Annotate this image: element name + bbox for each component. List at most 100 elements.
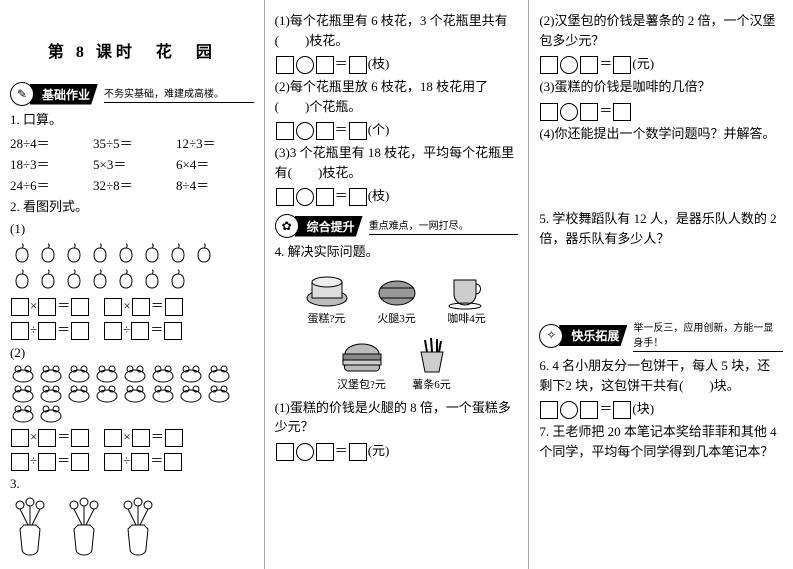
answer-box[interactable] xyxy=(164,322,182,340)
frog-icon xyxy=(122,365,148,383)
answer-box[interactable] xyxy=(349,122,367,140)
answer-box[interactable] xyxy=(580,56,598,74)
answer-box[interactable] xyxy=(613,103,631,121)
answer-box[interactable] xyxy=(276,188,294,206)
calc-item: 18÷3＝ xyxy=(10,154,75,173)
answer-box[interactable] xyxy=(349,56,367,74)
answer-box[interactable] xyxy=(316,56,334,74)
answer-box[interactable] xyxy=(316,188,334,206)
answer-box[interactable] xyxy=(540,56,558,74)
answer-box[interactable] xyxy=(580,103,598,121)
q5-text: 5. 学校舞蹈队有 12 人，是器乐队人数的 2 倍，器乐队有多少人？ xyxy=(539,209,783,248)
op-circle[interactable] xyxy=(296,56,314,74)
answer-box[interactable] xyxy=(71,453,89,471)
apple-icon xyxy=(88,242,112,266)
answer-box[interactable] xyxy=(104,453,122,471)
answer-box[interactable] xyxy=(104,298,122,316)
frog-icon xyxy=(38,385,64,403)
worksheet-page: 第 8 课时 花 园 ✎ 基础作业 不务实基础，难建成高楼。 1. 口算。 28… xyxy=(0,0,793,569)
answer-box[interactable] xyxy=(131,453,149,471)
workspace-gap xyxy=(539,146,783,206)
answer-box[interactable] xyxy=(104,322,122,340)
answer-box[interactable] xyxy=(132,429,150,447)
answer-box[interactable] xyxy=(71,429,89,447)
burger-icon xyxy=(337,334,387,376)
calc-item: 28÷4＝ xyxy=(10,133,75,152)
op-circle[interactable] xyxy=(560,401,578,419)
answer-box[interactable] xyxy=(613,56,631,74)
apple-icon xyxy=(140,268,164,292)
calc-item: 32÷8＝ xyxy=(93,175,158,194)
answer-box[interactable] xyxy=(132,298,150,316)
q4-p1: (1)蛋糕的价钱是火腿的 8 倍，一个蛋糕多少元？ xyxy=(275,398,519,437)
q3-heading: 3. xyxy=(10,474,254,494)
answer-box[interactable] xyxy=(38,298,56,316)
food-label: 蛋糕?元 xyxy=(308,310,346,326)
answer-box[interactable] xyxy=(316,443,334,461)
answer-box[interactable] xyxy=(165,298,183,316)
q3-eq3: ＝(枝) xyxy=(275,185,519,206)
answer-box[interactable] xyxy=(38,453,56,471)
unit-label: (个) xyxy=(368,122,390,137)
q3-p2: (2)每个花瓶里放 6 枝花，18 枝花用了( )个花瓶。 xyxy=(275,77,519,116)
answer-box[interactable] xyxy=(11,322,29,340)
q3-p3: (3)3 个花瓶里有 18 枝花，平均每个花瓶里有( )枝花。 xyxy=(275,143,519,182)
answer-box[interactable] xyxy=(164,453,182,471)
op-circle[interactable] xyxy=(296,188,314,206)
answer-box[interactable] xyxy=(71,298,89,316)
q7-text: 7. 王老师把 20 本笔记本奖给菲菲和其他 4 个同学，平均每个同学得到几本笔… xyxy=(539,422,783,461)
banner-comp-sub: 重点难点，一网打尽。 xyxy=(369,217,519,235)
apple-row-2 xyxy=(10,268,254,292)
frog-row-3 xyxy=(10,405,254,423)
answer-box[interactable] xyxy=(276,122,294,140)
apple-icon xyxy=(88,268,112,292)
op-circle[interactable] xyxy=(560,56,578,74)
answer-box[interactable] xyxy=(349,443,367,461)
apple-icon xyxy=(62,268,86,292)
answer-box[interactable] xyxy=(276,443,294,461)
frog-icon xyxy=(10,365,36,383)
answer-box[interactable] xyxy=(11,298,29,316)
answer-box[interactable] xyxy=(131,322,149,340)
frog-icon xyxy=(38,405,64,423)
vase-icon xyxy=(10,497,50,557)
pencil-icon: ✎ xyxy=(10,82,34,106)
answer-box[interactable] xyxy=(38,429,56,447)
answer-box[interactable] xyxy=(349,188,367,206)
answer-box[interactable] xyxy=(11,453,29,471)
answer-box[interactable] xyxy=(580,401,598,419)
apple-icon xyxy=(192,242,216,266)
answer-box[interactable] xyxy=(540,103,558,121)
answer-box[interactable] xyxy=(38,322,56,340)
unit-label: (元) xyxy=(632,56,654,71)
answer-box[interactable] xyxy=(613,401,631,419)
frog-row-2 xyxy=(10,385,254,403)
vase-row xyxy=(10,497,254,557)
op-circle[interactable] xyxy=(296,122,314,140)
food-label: 咖啡4元 xyxy=(447,310,486,326)
answer-box[interactable] xyxy=(540,401,558,419)
q6-text: 6. 4 名小朋友分一包饼干，每人 5 块，还剩下2 块，这包饼干共有( )块。 xyxy=(539,356,783,395)
q4-heading: 4. 解决实际问题。 xyxy=(275,242,519,262)
answer-box[interactable] xyxy=(11,429,29,447)
frog-icon xyxy=(38,365,64,383)
unit-label: (枝) xyxy=(368,56,390,71)
column-2: (1)每个花瓶里有 6 枝花，3 个花瓶里共有( )枝花。 ＝(枝) (2)每个… xyxy=(265,0,530,569)
answer-box[interactable] xyxy=(165,429,183,447)
banner-basic: ✎ 基础作业 不务实基础，难建成高楼。 xyxy=(10,82,254,106)
banner-comp: ✿ 综合提升 重点难点，一网打尽。 xyxy=(275,214,519,238)
answer-box[interactable] xyxy=(276,56,294,74)
answer-box[interactable] xyxy=(316,122,334,140)
frog-icon xyxy=(10,385,36,403)
answer-box[interactable] xyxy=(71,322,89,340)
op-circle[interactable] xyxy=(296,443,314,461)
frog-row-1 xyxy=(10,365,254,383)
food-fries: 薯条6元 xyxy=(407,334,457,392)
q2-sub2: (2) xyxy=(10,343,254,363)
op-circle[interactable] xyxy=(560,103,578,121)
q4-eq1: ＝(元) xyxy=(275,440,519,461)
banner-ext-sub: 举一反三，应用创新，方能一显身手！ xyxy=(633,319,783,352)
workspace-gap xyxy=(539,251,783,311)
q3-eq1: ＝(枝) xyxy=(275,53,519,74)
answer-box[interactable] xyxy=(104,429,122,447)
